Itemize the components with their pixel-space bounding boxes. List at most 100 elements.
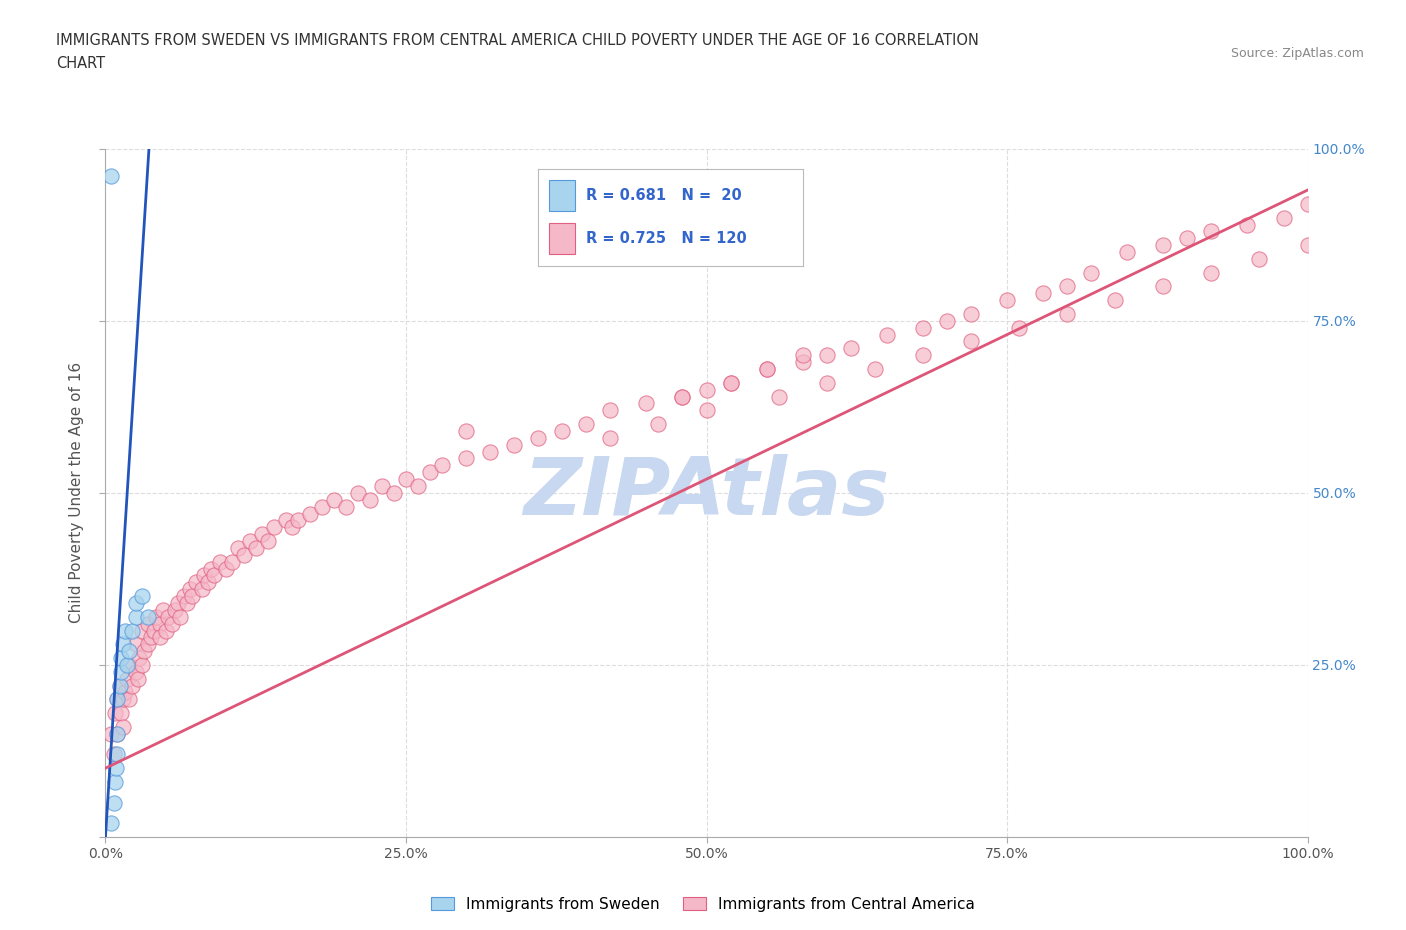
Text: Source: ZipAtlas.com: Source: ZipAtlas.com <box>1230 46 1364 60</box>
Point <box>1201 224 1223 239</box>
Point <box>322 492 344 507</box>
Point <box>1249 251 1271 266</box>
Point <box>104 775 127 790</box>
Point <box>190 582 212 597</box>
Point <box>1272 210 1295 225</box>
Point <box>395 472 418 486</box>
Point <box>960 307 983 322</box>
Point <box>1152 279 1174 294</box>
Point <box>100 816 122 830</box>
Point <box>136 637 159 652</box>
Point <box>176 595 198 610</box>
Point <box>647 417 669 432</box>
Point <box>208 554 231 569</box>
Point <box>132 644 155 658</box>
Point <box>960 334 983 349</box>
Point <box>720 376 742 391</box>
Point <box>139 630 162 644</box>
Point <box>152 603 174 618</box>
Point <box>359 492 381 507</box>
Point <box>287 513 309 528</box>
Point <box>103 747 125 762</box>
Point <box>232 548 254 563</box>
Point <box>214 561 236 576</box>
Point <box>202 568 225 583</box>
Text: IMMIGRANTS FROM SWEDEN VS IMMIGRANTS FROM CENTRAL AMERICA CHILD POVERTY UNDER TH: IMMIGRANTS FROM SWEDEN VS IMMIGRANTS FRO… <box>56 33 979 47</box>
Point <box>911 348 934 363</box>
Point <box>815 348 838 363</box>
Point <box>1296 196 1319 211</box>
Point <box>696 382 718 397</box>
Legend: Immigrants from Sweden, Immigrants from Central America: Immigrants from Sweden, Immigrants from … <box>425 890 981 918</box>
Point <box>166 595 188 610</box>
Point <box>124 609 146 624</box>
Point <box>454 451 477 466</box>
Point <box>114 685 136 700</box>
Point <box>250 526 273 541</box>
Point <box>1116 245 1139 259</box>
Point <box>599 403 621 418</box>
Point <box>110 664 132 679</box>
FancyBboxPatch shape <box>548 223 575 254</box>
Point <box>128 651 150 666</box>
Text: R = 0.725   N = 120: R = 0.725 N = 120 <box>586 232 747 246</box>
Point <box>551 423 574 438</box>
Point <box>145 609 167 624</box>
Point <box>131 658 153 672</box>
Point <box>995 293 1018 308</box>
Point <box>108 678 131 693</box>
Point <box>193 568 215 583</box>
Point <box>124 595 146 610</box>
Point <box>419 465 441 480</box>
Point <box>121 678 143 693</box>
Point <box>107 692 129 707</box>
Point <box>792 348 814 363</box>
Point <box>100 726 122 741</box>
Y-axis label: Child Poverty Under the Age of 16: Child Poverty Under the Age of 16 <box>69 363 84 623</box>
Point <box>479 445 502 459</box>
Point <box>503 437 526 452</box>
Point <box>245 540 267 555</box>
Point <box>768 389 790 404</box>
Point <box>298 506 321 521</box>
Point <box>181 589 204 604</box>
Point <box>107 726 129 741</box>
Text: R = 0.681   N =  20: R = 0.681 N = 20 <box>586 188 741 203</box>
Point <box>226 540 249 555</box>
Point <box>103 795 125 810</box>
Point <box>179 582 201 597</box>
Point <box>1056 307 1078 322</box>
Point <box>527 431 550 445</box>
Point <box>1032 286 1054 300</box>
Point <box>118 692 141 707</box>
Point <box>100 169 122 184</box>
Point <box>335 499 357 514</box>
Point <box>124 637 146 652</box>
Point <box>636 396 658 411</box>
Point <box>1104 293 1126 308</box>
Point <box>112 692 135 707</box>
Point <box>121 623 143 638</box>
Point <box>281 520 304 535</box>
Point <box>1008 320 1031 335</box>
Point <box>142 623 165 638</box>
Point <box>311 499 333 514</box>
Point <box>118 644 141 658</box>
Point <box>792 354 814 369</box>
Point <box>112 720 135 735</box>
Point <box>110 651 132 666</box>
Point <box>1201 265 1223 280</box>
FancyBboxPatch shape <box>548 180 575 211</box>
Point <box>148 630 170 644</box>
Point <box>1080 265 1102 280</box>
Point <box>110 706 132 721</box>
Point <box>696 403 718 418</box>
Point <box>118 658 141 672</box>
Point <box>755 362 778 377</box>
Point <box>197 575 219 590</box>
Point <box>160 617 183 631</box>
Point <box>575 417 598 432</box>
Point <box>155 623 177 638</box>
Point <box>115 658 138 672</box>
Point <box>406 479 429 494</box>
